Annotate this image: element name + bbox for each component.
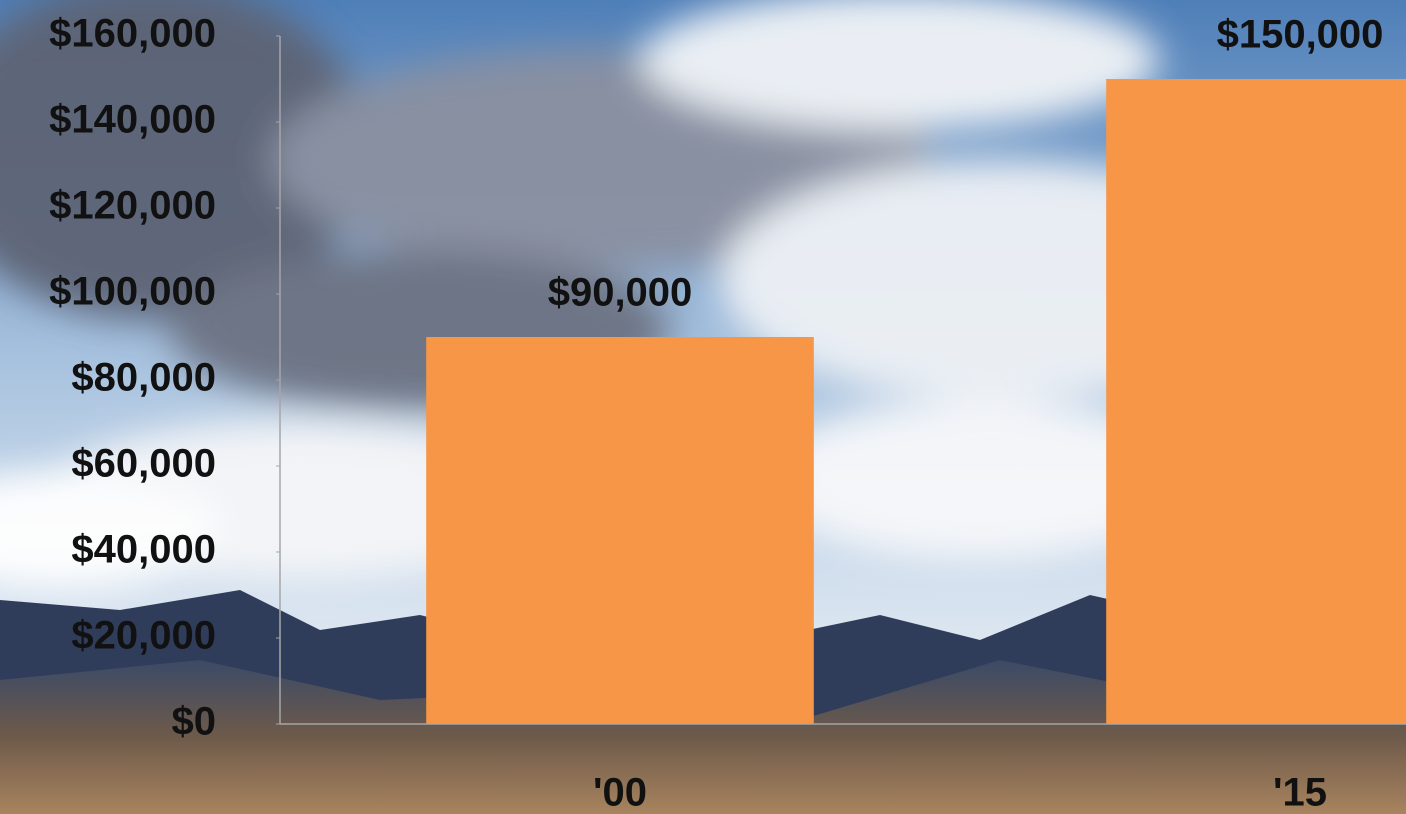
- y-tick-label: $0: [172, 700, 217, 744]
- bar: [1106, 79, 1406, 724]
- data-label: $150,000: [1217, 13, 1384, 57]
- data-label: $90,000: [548, 271, 693, 315]
- y-tick-label: $40,000: [71, 528, 216, 572]
- y-tick-label: $120,000: [49, 184, 216, 228]
- y-tick-label: $20,000: [71, 614, 216, 658]
- y-tick-label: $160,000: [49, 12, 216, 56]
- y-tick-label: $60,000: [71, 442, 216, 486]
- x-tick-label: '00: [593, 771, 647, 814]
- y-tick-label: $100,000: [49, 270, 216, 314]
- bar: [426, 337, 814, 724]
- y-tick-label: $80,000: [71, 356, 216, 400]
- x-tick-label: '15: [1273, 771, 1327, 814]
- y-tick-label: $140,000: [49, 98, 216, 142]
